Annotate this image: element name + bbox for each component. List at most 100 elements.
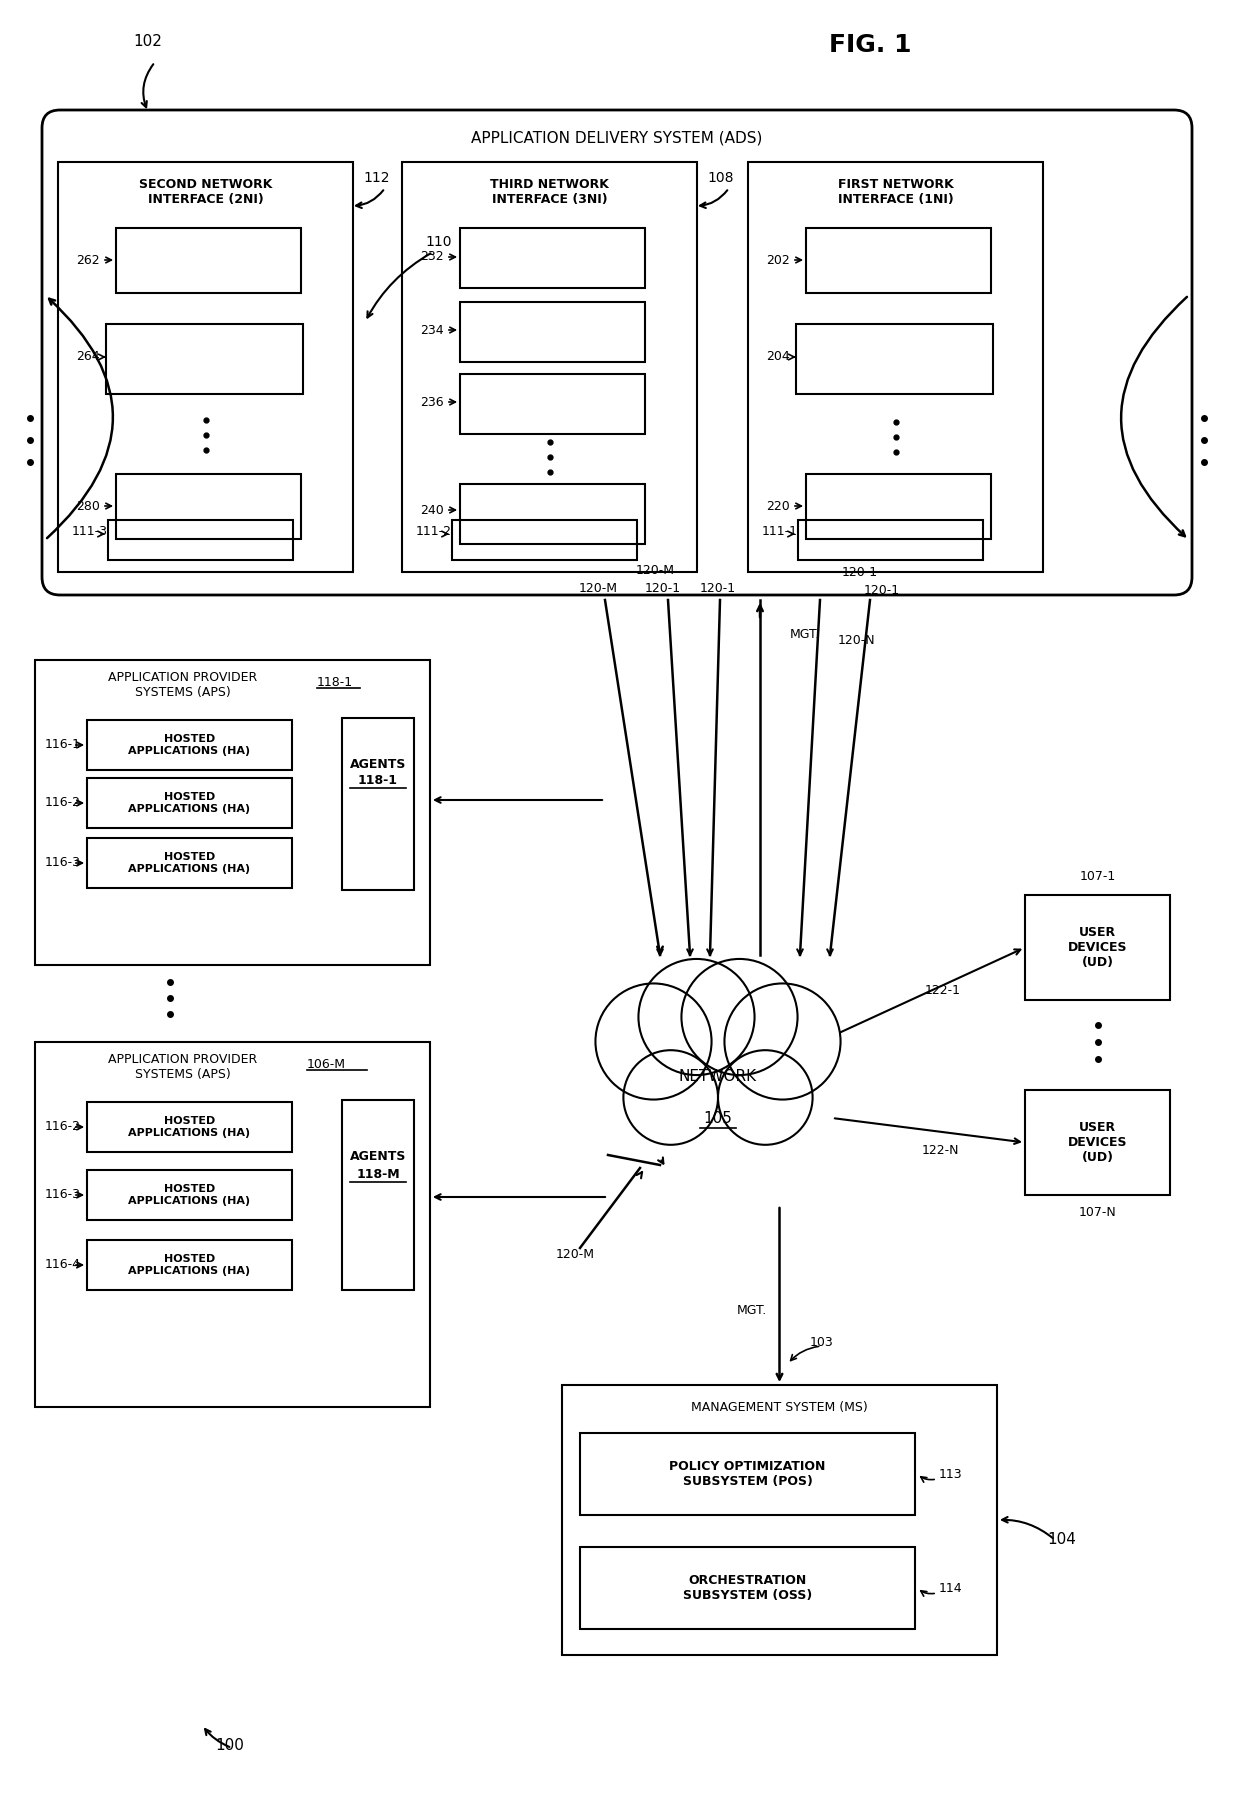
Text: 116-3: 116-3: [45, 1189, 81, 1202]
Text: MGT.: MGT.: [790, 629, 820, 642]
Text: 107-N: 107-N: [1079, 1207, 1116, 1220]
Text: HOSTED
APPLICATIONS (HA): HOSTED APPLICATIONS (HA): [129, 852, 250, 874]
Bar: [342, 717, 414, 890]
Text: USER
DEVICES
(UD): USER DEVICES (UD): [1068, 1121, 1127, 1164]
Text: SECOND NETWORK
INTERFACE (2NI): SECOND NETWORK INTERFACE (2NI): [139, 178, 273, 205]
Circle shape: [624, 1051, 718, 1144]
Bar: [460, 485, 645, 544]
Bar: [1025, 896, 1171, 1000]
Text: 120-M: 120-M: [635, 564, 675, 577]
Bar: [87, 1169, 291, 1220]
Text: POLICY OPTIMIZATION
SUBSYSTEM (POS): POLICY OPTIMIZATION SUBSYSTEM (POS): [670, 1460, 826, 1488]
Text: 116-2: 116-2: [45, 796, 81, 809]
Bar: [87, 778, 291, 827]
Text: 111-3: 111-3: [72, 524, 108, 539]
Bar: [402, 162, 697, 571]
Bar: [796, 324, 993, 395]
Text: 120-1: 120-1: [645, 582, 681, 595]
Bar: [87, 838, 291, 888]
Text: 107-1: 107-1: [1079, 870, 1116, 883]
Text: 120-1: 120-1: [699, 582, 737, 595]
Text: APPLICATION PROVIDER
SYSTEMS (APS): APPLICATION PROVIDER SYSTEMS (APS): [108, 670, 258, 699]
Text: 118-1: 118-1: [358, 773, 398, 786]
Text: 112: 112: [363, 171, 389, 186]
Bar: [748, 162, 1043, 571]
Bar: [1025, 1090, 1171, 1195]
Text: 262: 262: [76, 254, 99, 267]
Text: 114: 114: [939, 1582, 962, 1595]
Text: HOSTED
APPLICATIONS (HA): HOSTED APPLICATIONS (HA): [129, 1254, 250, 1276]
Text: ORCHESTRATION
SUBSYSTEM (OSS): ORCHESTRATION SUBSYSTEM (OSS): [683, 1573, 812, 1602]
Text: 110: 110: [425, 234, 451, 249]
Circle shape: [639, 959, 755, 1076]
Bar: [806, 474, 991, 539]
Text: 108: 108: [707, 171, 734, 186]
Bar: [342, 1099, 414, 1290]
Text: HOSTED
APPLICATIONS (HA): HOSTED APPLICATIONS (HA): [129, 733, 250, 755]
Text: MGT.: MGT.: [737, 1303, 766, 1317]
Text: 106-M: 106-M: [308, 1058, 346, 1070]
Text: 120-1: 120-1: [842, 566, 878, 578]
Text: HOSTED
APPLICATIONS (HA): HOSTED APPLICATIONS (HA): [129, 1184, 250, 1206]
Bar: [87, 721, 291, 769]
Circle shape: [718, 1051, 812, 1144]
Text: FIG. 1: FIG. 1: [828, 32, 911, 58]
Text: AGENTS: AGENTS: [350, 1150, 407, 1164]
Text: FIRST NETWORK
INTERFACE (1NI): FIRST NETWORK INTERFACE (1NI): [838, 178, 954, 205]
Text: 111-2: 111-2: [415, 524, 453, 539]
Text: 240: 240: [420, 503, 444, 517]
Bar: [108, 521, 293, 560]
Text: 122-1: 122-1: [925, 984, 961, 997]
Text: APPLICATION DELIVERY SYSTEM (ADS): APPLICATION DELIVERY SYSTEM (ADS): [471, 130, 763, 146]
Bar: [580, 1546, 915, 1629]
Text: 104: 104: [1048, 1532, 1076, 1548]
Text: 116-1: 116-1: [45, 739, 81, 751]
Text: USER
DEVICES
(UD): USER DEVICES (UD): [1068, 926, 1127, 969]
Text: AGENTS: AGENTS: [350, 759, 407, 771]
Text: 116-3: 116-3: [45, 856, 81, 870]
Text: HOSTED
APPLICATIONS (HA): HOSTED APPLICATIONS (HA): [129, 793, 250, 815]
Bar: [87, 1103, 291, 1151]
Bar: [460, 375, 645, 434]
Bar: [35, 660, 430, 966]
Bar: [806, 229, 991, 294]
Text: APPLICATION PROVIDER
SYSTEMS (APS): APPLICATION PROVIDER SYSTEMS (APS): [108, 1052, 258, 1081]
Text: 120-M: 120-M: [579, 582, 618, 595]
Text: 116-2: 116-2: [45, 1121, 81, 1133]
Bar: [105, 324, 303, 395]
Text: NETWORK: NETWORK: [680, 1069, 758, 1085]
Text: THIRD NETWORK
INTERFACE (3NI): THIRD NETWORK INTERFACE (3NI): [490, 178, 609, 205]
Bar: [35, 1042, 430, 1407]
Text: 103: 103: [810, 1335, 833, 1348]
Text: 120-M: 120-M: [556, 1249, 594, 1261]
Text: 122-N: 122-N: [921, 1144, 959, 1157]
Bar: [460, 229, 645, 288]
Text: 118-1: 118-1: [317, 676, 353, 688]
Text: 105: 105: [703, 1112, 733, 1126]
Circle shape: [595, 984, 712, 1099]
Text: 280: 280: [76, 499, 100, 512]
Bar: [117, 229, 301, 294]
Bar: [580, 1433, 915, 1515]
Text: 234: 234: [420, 324, 444, 337]
Text: 264: 264: [76, 351, 99, 364]
Text: 116-4: 116-4: [45, 1258, 81, 1272]
Bar: [453, 521, 637, 560]
Text: 220: 220: [766, 499, 790, 512]
Text: 232: 232: [420, 250, 444, 263]
Text: HOSTED
APPLICATIONS (HA): HOSTED APPLICATIONS (HA): [129, 1115, 250, 1137]
Text: 120-N: 120-N: [838, 634, 875, 647]
Bar: [58, 162, 353, 571]
Text: 236: 236: [420, 395, 444, 409]
Text: 102: 102: [134, 34, 162, 49]
Text: 202: 202: [766, 254, 790, 267]
Text: 120-1: 120-1: [864, 584, 900, 596]
Text: 118-M: 118-M: [356, 1168, 399, 1180]
Text: MANAGEMENT SYSTEM (MS): MANAGEMENT SYSTEM (MS): [691, 1400, 868, 1413]
Bar: [562, 1386, 997, 1654]
Bar: [799, 521, 983, 560]
Bar: [460, 303, 645, 362]
Text: 204: 204: [766, 351, 790, 364]
Circle shape: [682, 959, 797, 1076]
Text: 100: 100: [216, 1737, 244, 1753]
